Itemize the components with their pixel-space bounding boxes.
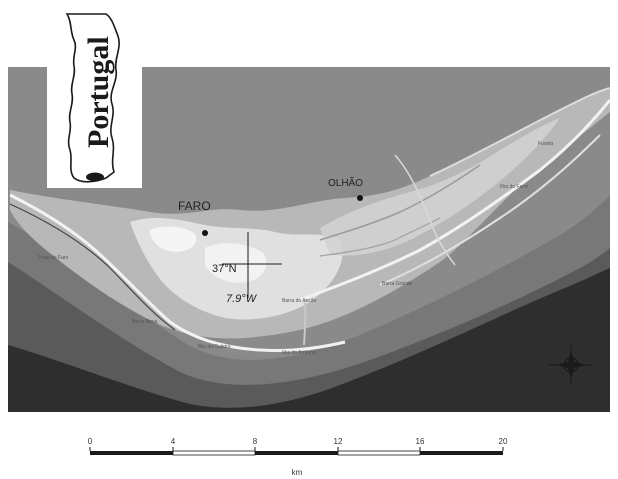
lagoon-channel xyxy=(319,164,481,241)
scale-tick-label: 16 xyxy=(416,437,425,446)
lagoon-channel-2 xyxy=(319,217,441,257)
minor-label: Barra Grande xyxy=(382,281,413,287)
coordinate-crosshair xyxy=(222,232,282,298)
portugal-outline xyxy=(65,13,120,183)
minor-label: Ilha da Armona xyxy=(282,350,316,356)
inlet-channel xyxy=(303,299,307,346)
minor-label: Ilha da Culatra xyxy=(198,344,231,350)
scale-tick-label: 8 xyxy=(253,437,258,446)
scale-tick-label: 12 xyxy=(334,437,343,446)
barrier-island-east xyxy=(299,99,612,302)
minor-label: Fuseta xyxy=(538,141,554,147)
compass-rose-icon xyxy=(549,345,593,385)
inset-country-label: Portugal xyxy=(82,36,115,148)
olhao-label: OLHÃO xyxy=(328,176,363,189)
marsh-area-east xyxy=(320,118,560,256)
scale-segment xyxy=(420,451,503,455)
scale-tick-label: 0 xyxy=(88,437,93,446)
barrier-island-west xyxy=(9,193,346,353)
minor-label: Barra do Ancão xyxy=(282,298,317,304)
barrier-island-west-inner xyxy=(9,203,176,331)
barrier-island-east-2 xyxy=(379,134,601,286)
scale-tick-label: 4 xyxy=(171,437,176,446)
scale-unit-label: km xyxy=(292,468,303,477)
olhao-marker xyxy=(357,195,363,201)
shelf-outer-band xyxy=(8,268,610,412)
study-area-marker xyxy=(86,172,104,182)
marsh-patch xyxy=(205,243,267,283)
faro-marker xyxy=(202,230,208,236)
scale-bar: 0 4 8 12 16 20 km xyxy=(88,437,508,477)
scale-segment xyxy=(90,451,173,455)
scale-tick-label: 20 xyxy=(499,437,508,446)
latitude-label: 37°N xyxy=(212,263,237,275)
marsh-patch-2 xyxy=(150,226,197,252)
river-channel xyxy=(394,154,456,266)
minor-label: Praia de Faro xyxy=(38,255,69,261)
faro-label: FARO xyxy=(178,199,211,213)
minor-label: Barra Nova xyxy=(132,319,158,325)
longitude-label: 7.9°W xyxy=(226,293,258,305)
scale-segment xyxy=(172,450,256,456)
scale-segment xyxy=(337,450,421,456)
inset-frame xyxy=(47,12,142,188)
scale-segment xyxy=(255,451,338,455)
inset-portugal: Portugal xyxy=(47,12,142,188)
coast-north xyxy=(429,87,611,177)
minor-label: Ilha do Farol xyxy=(500,184,528,190)
